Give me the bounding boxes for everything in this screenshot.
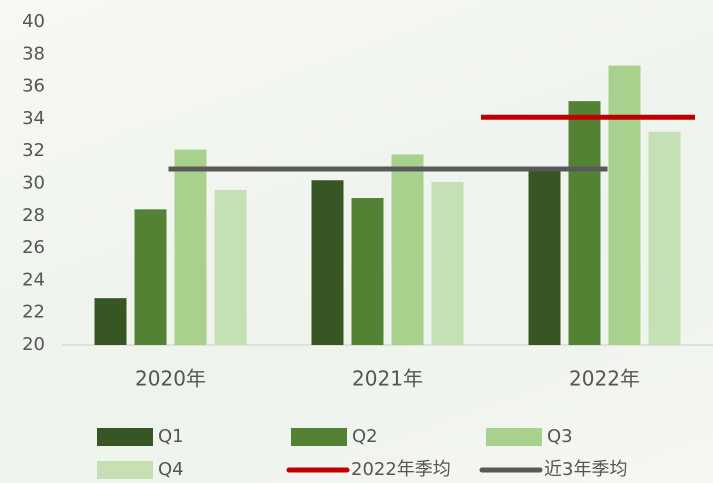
bar — [174, 149, 207, 345]
legend-label: Q3 — [547, 426, 573, 447]
legend-swatch — [486, 428, 542, 446]
y-tick-label: 30 — [22, 173, 45, 194]
bar — [391, 154, 424, 345]
x-tick-label: 2020年 — [135, 367, 206, 391]
x-tick-label: 2021年 — [352, 367, 423, 391]
y-tick-label: 32 — [22, 140, 45, 161]
y-tick-label: 34 — [22, 108, 45, 129]
y-tick-label: 20 — [22, 334, 45, 355]
y-tick-label: 24 — [22, 269, 45, 290]
bar — [94, 298, 127, 345]
bar — [608, 65, 641, 345]
legend-swatch — [97, 428, 153, 446]
legend-label: Q2 — [352, 426, 378, 447]
bar — [648, 131, 681, 345]
y-tick-label: 26 — [22, 237, 45, 258]
bar — [431, 181, 464, 345]
bar — [568, 101, 601, 345]
legend-label: Q1 — [158, 426, 184, 447]
bar — [528, 168, 561, 345]
y-tick-label: 40 — [22, 11, 45, 32]
legend-swatch — [97, 461, 153, 479]
legend-label: Q4 — [158, 459, 184, 480]
bar — [351, 198, 384, 345]
legend-label: 近3年季均 — [544, 459, 627, 480]
bar — [134, 209, 167, 345]
y-tick-label: 28 — [22, 205, 45, 226]
legend-swatch — [291, 428, 347, 446]
legend-label: 2022年季均 — [351, 459, 451, 480]
bar — [214, 189, 247, 345]
y-tick-label: 38 — [22, 43, 45, 64]
x-tick-label: 2022年 — [569, 367, 640, 391]
y-tick-label: 22 — [22, 302, 45, 323]
bar — [311, 180, 344, 345]
y-tick-label: 36 — [22, 76, 45, 97]
